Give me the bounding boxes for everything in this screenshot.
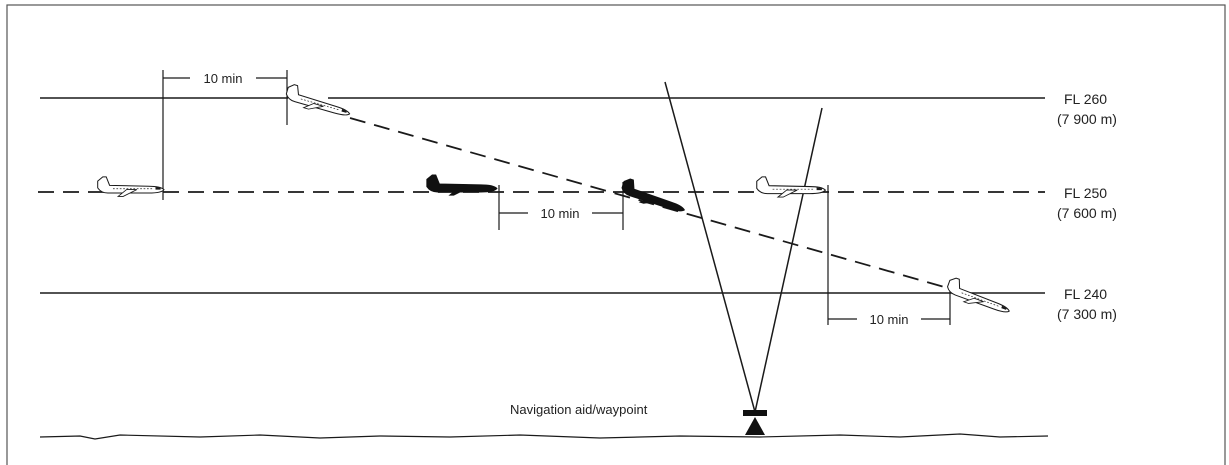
fl240-altitude: (7 300 m) [1057,306,1117,322]
aircraft-fl250-black-icon [426,174,498,197]
interval-label-3: 10 min [869,312,908,327]
navaid-label: Navigation aid/waypoint [510,402,648,417]
interval-bracket-1 [162,70,288,200]
navaid-icon [743,410,767,435]
aircraft-fl250-left-icon [97,176,165,197]
fl250-altitude: (7 600 m) [1057,205,1117,221]
interval-label-1: 10 min [203,71,242,86]
descent-path [349,117,956,291]
aircraft-fl250-right-icon [756,176,826,198]
fl260-label: FL 260 [1064,91,1107,107]
ground-line [39,433,1049,440]
frame [6,4,1226,465]
navaid-cone-right [754,107,823,413]
fl260-altitude: (7 900 m) [1057,111,1117,127]
aircraft-descending-start-icon [283,82,354,121]
navaid-cone-left [664,81,756,413]
interval-label-2: 10 min [540,206,579,221]
fl240-label: FL 240 [1064,286,1107,302]
interval-bracket-3 [827,185,951,325]
aircraft-descending-end-icon [944,275,1015,318]
fl250-label: FL 250 [1064,185,1107,201]
